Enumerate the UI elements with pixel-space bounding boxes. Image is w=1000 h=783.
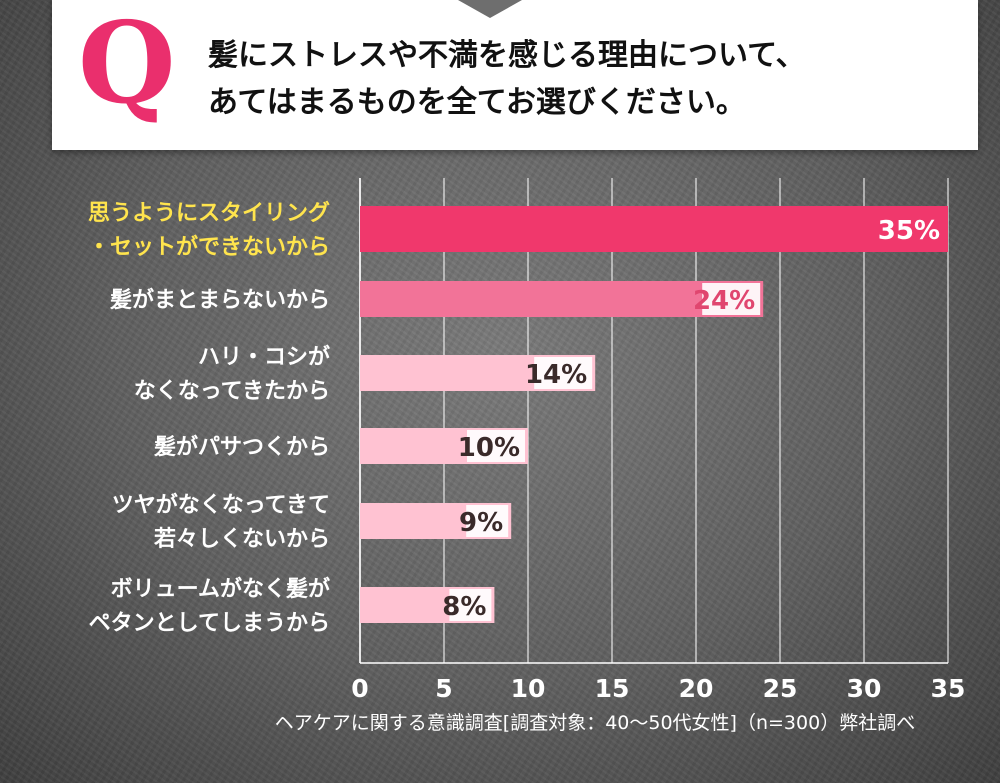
category-label: ツヤがなくなってきて [112,492,330,518]
bar-1 [360,281,764,317]
question-box: Q 髪にストレスや不満を感じる理由について、 あてはまるものを全てお選びください… [52,0,978,150]
question-text: 髪にストレスや不満を感じる理由について、 あてはまるものを全てお選びください。 [208,32,948,126]
bar-0 [360,206,948,252]
value-label-box [449,589,492,621]
question-mark-letter: Q [78,0,176,129]
value-label: 10% [458,433,520,463]
category-label: ボリュームがなく髪が [111,576,330,602]
x-tick-label: 30 [847,674,882,703]
value-label-box [467,430,525,462]
question-line-1: 髪にストレスや不満を感じる理由について、 [208,38,806,73]
value-label-box [702,283,761,315]
value-label-box [887,213,945,245]
x-tick-label: 10 [511,674,546,703]
value-label: 14% [525,360,587,390]
category-label: 髪がパサつくから [153,434,330,460]
value-label-box [534,357,593,389]
survey-footnote: ヘアケアに関する意識調査[調査対象：40～50代女性]（n=300）弊社調べ [274,712,916,734]
x-tick-label: 25 [763,674,798,703]
category-label: 思うようにスタイリング [88,200,330,226]
value-label: 8% [442,592,486,622]
value-label: 35% [878,216,940,246]
category-label: なくなってきたから [134,379,330,404]
category-label: 髪がまとまらないから [109,287,330,313]
category-label: ・セットができないから [88,234,330,260]
category-label: ハリ・コシが [198,344,330,370]
x-tick-label: 35 [931,674,966,703]
value-label: 9% [459,508,503,538]
x-tick-label: 20 [679,674,714,703]
pointer-notch [458,0,522,18]
category-label: ペタンとしてしまうから [89,611,330,636]
x-tick-label: 5 [435,674,452,703]
question-line-2: あてはまるものを全てお選びください。 [208,85,746,120]
x-tick-label: 15 [595,674,630,703]
value-label-box [466,505,509,537]
value-label: 24% [693,286,755,316]
x-tick-label: 0 [351,674,368,703]
category-label: 若々しくないから [154,526,330,552]
